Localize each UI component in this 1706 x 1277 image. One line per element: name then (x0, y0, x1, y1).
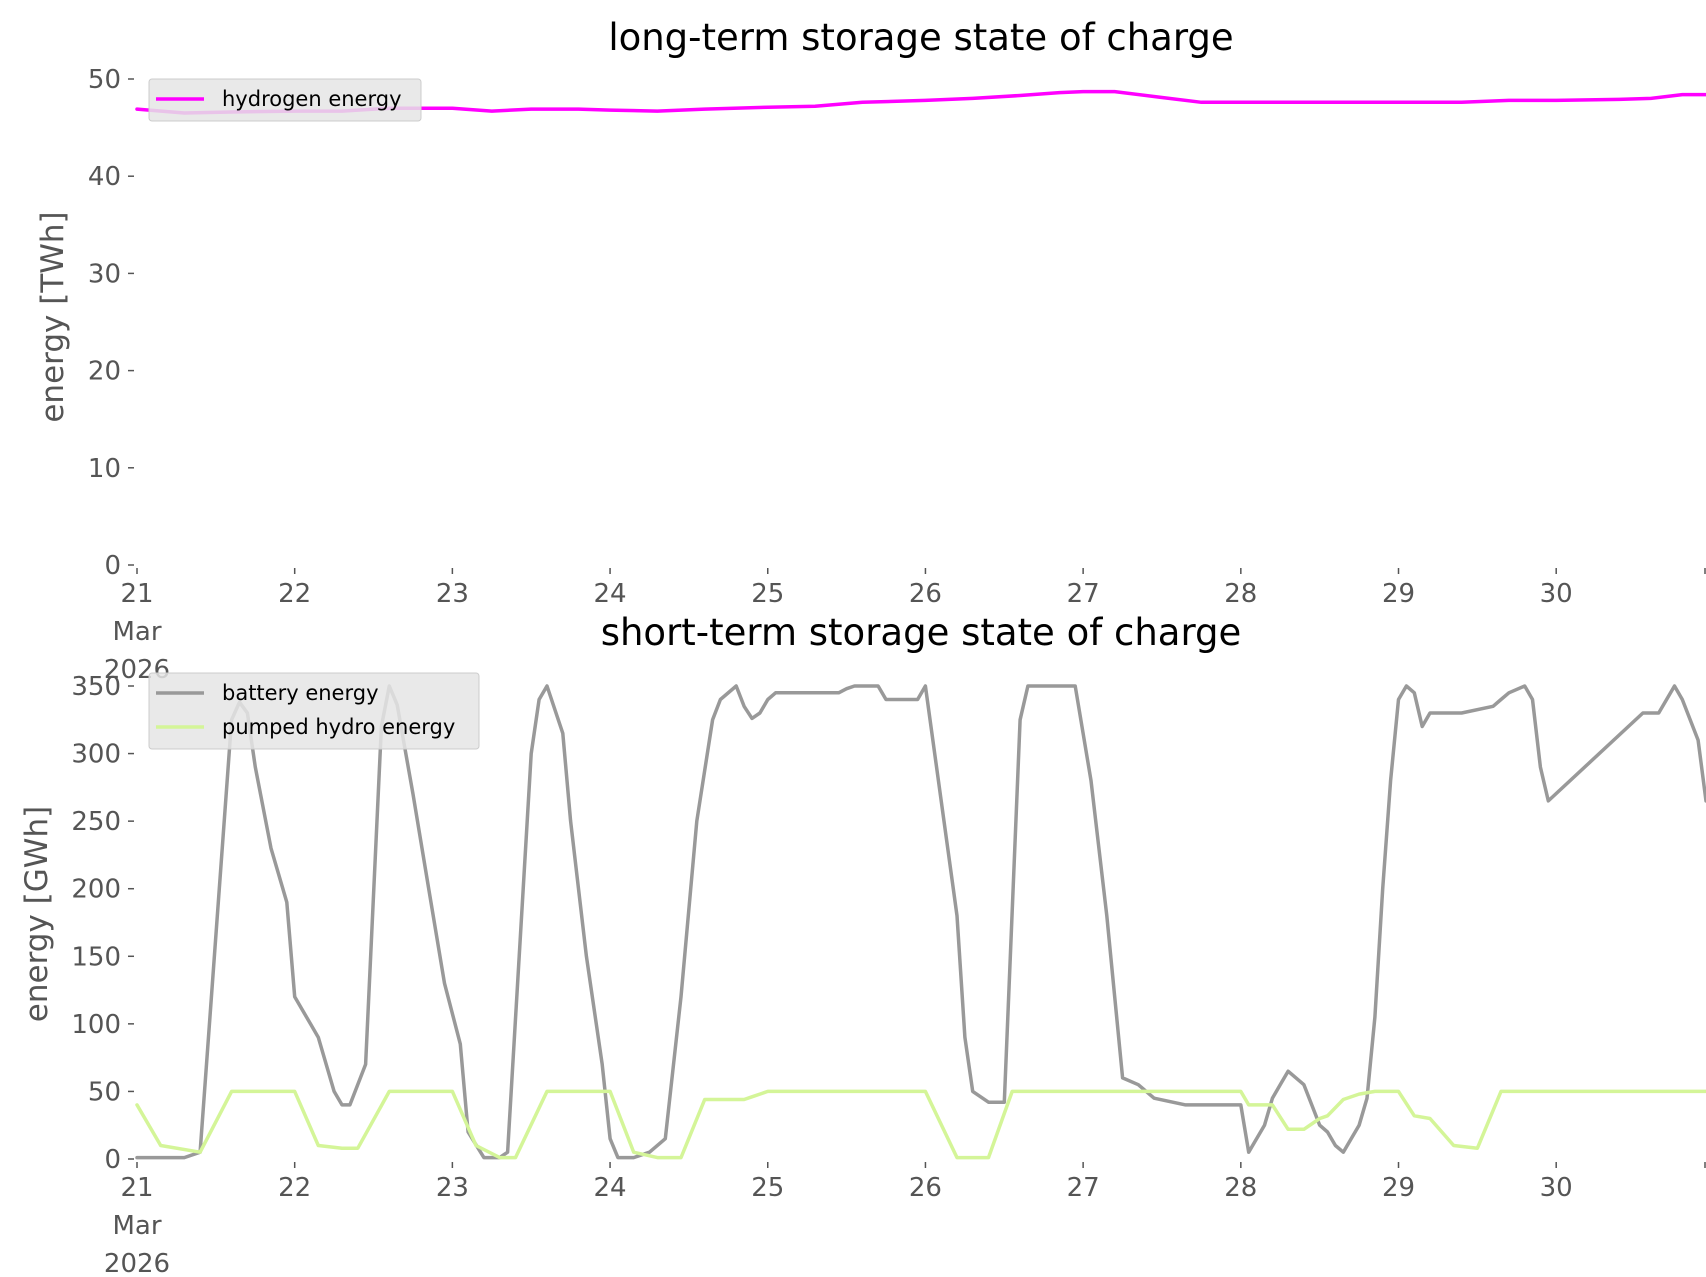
y-tick-label: 300 (71, 740, 121, 770)
x-tick-label: 28 (1224, 1173, 1257, 1203)
y-tick-label: 50 (88, 65, 121, 95)
y-axis-ticks: 0 50 100 150 200 250 300 350 (71, 672, 134, 1175)
y-axis-ticks: 0 10 20 30 40 50 (88, 65, 134, 581)
x-tick-label: 28 (1224, 579, 1257, 609)
y-tick-label: 40 (88, 162, 121, 192)
x-tick-label: 29 (1382, 1173, 1415, 1203)
x-tick-label: Mar (112, 617, 161, 647)
legend: hydrogen energy (148, 78, 422, 122)
legend-box (148, 78, 422, 122)
y-tick-label: 50 (88, 1077, 121, 1107)
x-tick-label: 2026 (104, 1249, 170, 1277)
chart-title: short-term storage state of charge (601, 611, 1242, 654)
x-tick-label: 23 (436, 579, 469, 609)
legend-box (148, 672, 480, 750)
y-tick-label: 200 (71, 875, 121, 905)
legend: battery energy pumped hydro energy (148, 672, 480, 750)
y-tick-label: 20 (88, 357, 121, 387)
x-tick-label: 30 (1540, 1173, 1573, 1203)
x-tick-label: 24 (594, 579, 627, 609)
legend-label-hydrogen: hydrogen energy (222, 87, 402, 111)
x-tick-label: 26 (909, 1173, 942, 1203)
y-tick-label: 0 (104, 1145, 121, 1175)
x-tick-label: 23 (436, 1173, 469, 1203)
chart-title: long-term storage state of charge (608, 16, 1233, 59)
x-tick-label: 27 (1067, 579, 1100, 609)
x-tick-label: 27 (1067, 1173, 1100, 1203)
y-tick-label: 350 (71, 672, 121, 702)
x-tick-label: 29 (1382, 579, 1415, 609)
x-tick-label: 22 (278, 1173, 311, 1203)
y-tick-label: 100 (71, 1010, 121, 1040)
x-tick-label: 25 (751, 579, 784, 609)
x-tick-label: 30 (1540, 579, 1573, 609)
x-tick-label: 21 (120, 579, 153, 609)
y-tick-label: 0 (104, 551, 121, 581)
x-tick-label: 25 (751, 1173, 784, 1203)
legend-label-battery: battery energy (222, 681, 379, 705)
x-tick-label: 22 (278, 579, 311, 609)
y-axis-label: energy [GWh] (19, 806, 55, 1022)
x-tick-label: Mar (112, 1211, 161, 1241)
y-axis-label: energy [TWh] (35, 211, 71, 422)
y-tick-label: 10 (88, 454, 121, 484)
x-axis-ticks: 21 Mar 2026 22 23 24 25 26 27 28 29 30 (104, 1162, 1706, 1277)
long-term-storage-panel: long-term storage state of charge energy… (35, 16, 1706, 685)
x-tick-label: 21 (120, 1173, 153, 1203)
y-tick-label: 150 (71, 942, 121, 972)
y-tick-label: 250 (71, 807, 121, 837)
series-line-pumped-hydro-energy (135, 1089, 1706, 1160)
legend-label-pumped-hydro: pumped hydro energy (222, 715, 455, 739)
x-tick-label: 26 (909, 579, 942, 609)
x-tick-label: 24 (594, 1173, 627, 1203)
short-term-storage-panel: short-term storage state of charge energ… (19, 611, 1706, 1277)
y-tick-label: 30 (88, 259, 121, 289)
